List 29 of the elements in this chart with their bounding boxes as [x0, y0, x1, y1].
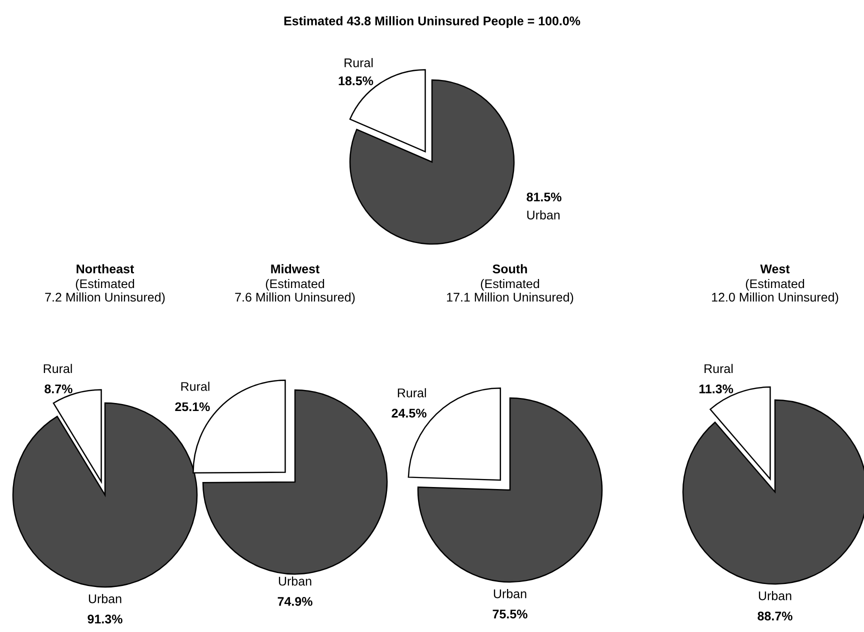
chart-title: Northeast: [76, 264, 134, 274]
slice-label: Urban: [527, 210, 560, 220]
slice-label: Urban: [88, 594, 122, 604]
data-label: 8.7%: [44, 384, 72, 394]
data-label: 18.5%: [338, 76, 374, 86]
chart-title: West: [760, 264, 790, 274]
chart-subtitle: (Estimated 17.1 Million Uninsured): [447, 279, 574, 304]
data-label: 88.7%: [758, 612, 792, 620]
data-label: 81.5%: [526, 192, 562, 202]
slice-label: Urban: [494, 589, 526, 598]
data-label: 24.5%: [392, 408, 426, 418]
data-label: 25.1%: [175, 402, 210, 412]
slice-label: Urban: [758, 591, 792, 600]
slice-label: Rural: [181, 382, 210, 391]
chart-subtitle: (Estimated 12.0 Million Uninsured): [712, 279, 838, 304]
chart-subtitle: (Estimated 7.6 Million Uninsured): [235, 279, 355, 304]
slice-label: Rural: [398, 388, 426, 398]
data-label: 11.3%: [699, 384, 734, 394]
chart-subtitle: (Estimated 7.2 Million Uninsured): [45, 279, 165, 304]
slice-label: Urban: [278, 576, 312, 586]
slice-label: Rural: [704, 364, 733, 374]
chart-title: Midwest: [271, 264, 320, 274]
slice-label: Rural: [344, 58, 373, 68]
slice-label: Rural: [44, 364, 72, 374]
data-label: 74.9%: [278, 597, 312, 606]
chart-title: Estimated 43.8 Million Uninsured People = 100.0%: [284, 16, 580, 28]
data-label: 91.3%: [88, 614, 122, 624]
chart-title: South: [492, 264, 527, 274]
data-label: 75.5%: [492, 610, 528, 618]
